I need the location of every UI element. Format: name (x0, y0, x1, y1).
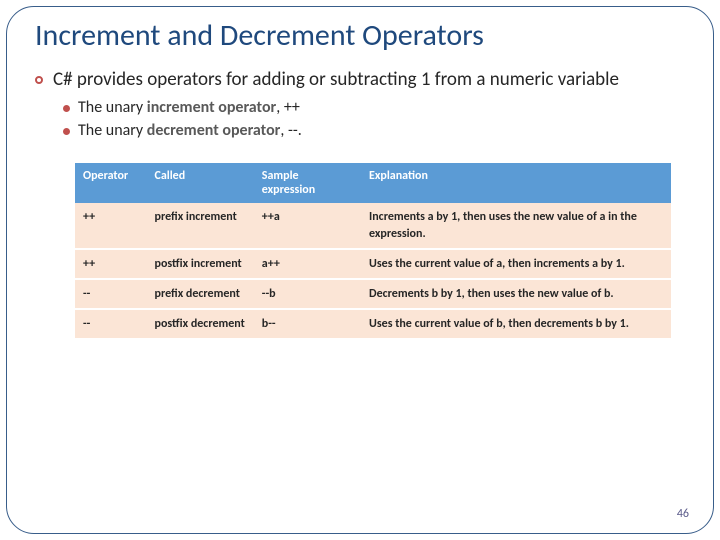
cell-operator: -- (75, 309, 147, 339)
cell-operator: ++ (75, 203, 147, 248)
cell-operator: -- (75, 279, 147, 309)
bullet-text: The unary decrement operator, --. (78, 121, 302, 142)
keyword: decrement operator (147, 121, 281, 140)
cell-explanation: Uses the current value of a, then increm… (361, 249, 671, 279)
cell-sample: ++a (254, 203, 361, 248)
cell-operator: ++ (75, 249, 147, 279)
bullet-dot-icon (63, 128, 70, 135)
cell-sample: b-- (254, 309, 361, 339)
bullet-dot-icon (35, 76, 43, 84)
cell-sample: --b (254, 279, 361, 309)
table-row: ++ prefix increment ++a Increments a by … (75, 203, 671, 248)
col-header-operator: Operator (75, 163, 147, 203)
cell-explanation: Uses the current value of b, then decrem… (361, 309, 671, 339)
bullet-dot-icon (63, 105, 70, 112)
bullet-level2: The unary decrement operator, --. (63, 121, 685, 142)
operators-table: Operator Called Sample expression Explan… (75, 163, 671, 340)
cell-explanation: Increments a by 1, then uses the new val… (361, 203, 671, 248)
keyword: increment operator (147, 98, 276, 117)
page-number: 46 (677, 507, 689, 521)
text-fragment: , --. (280, 121, 301, 140)
table-header-row: Operator Called Sample expression Explan… (75, 163, 671, 203)
col-header-explanation: Explanation (361, 163, 671, 203)
table-row: -- prefix decrement --b Decrements b by … (75, 279, 671, 309)
text-fragment: The unary (78, 98, 147, 117)
cell-sample: a++ (254, 249, 361, 279)
table: Operator Called Sample expression Explan… (75, 163, 671, 340)
col-header-called: Called (147, 163, 254, 203)
bullet-text: C# provides operators for adding or subt… (53, 68, 619, 92)
cell-called: prefix decrement (147, 279, 254, 309)
text-fragment: The unary (78, 121, 147, 140)
slide-frame: Increment and Decrement Operators C# pro… (6, 6, 714, 534)
bullet-text: The unary increment operator, ++ (78, 98, 300, 119)
table-row: -- postfix decrement b-- Uses the curren… (75, 309, 671, 339)
page-title: Increment and Decrement Operators (35, 17, 685, 54)
col-header-sample: Sample expression (254, 163, 361, 203)
bullet-level1: C# provides operators for adding or subt… (35, 68, 685, 92)
text-fragment: , ++ (276, 98, 300, 117)
table-row: ++ postfix increment a++ Uses the curren… (75, 249, 671, 279)
cell-explanation: Decrements b by 1, then uses the new val… (361, 279, 671, 309)
cell-called: prefix increment (147, 203, 254, 248)
cell-called: postfix increment (147, 249, 254, 279)
cell-called: postfix decrement (147, 309, 254, 339)
bullet-level2: The unary increment operator, ++ (63, 98, 685, 119)
